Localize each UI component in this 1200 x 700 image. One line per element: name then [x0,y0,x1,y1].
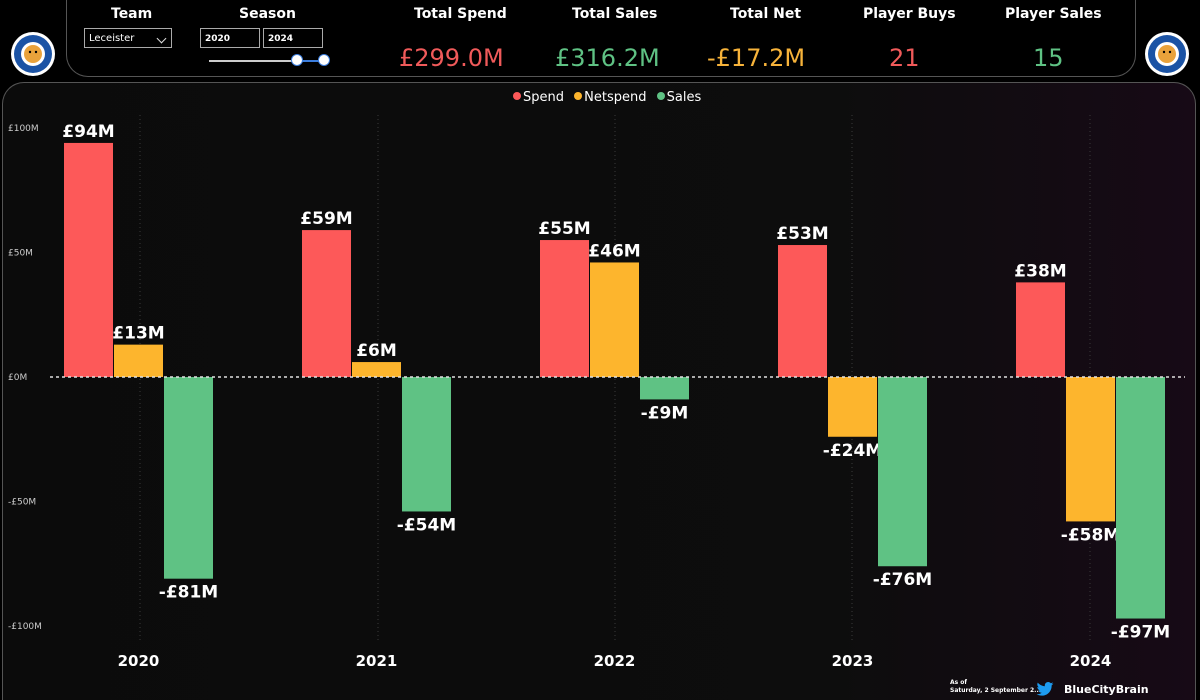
data-label: £55M [538,219,590,239]
y-tick-label: -£50M [8,498,36,508]
legend-item-spend[interactable]: Spend [513,90,564,105]
data-label: -£81M [159,583,218,603]
total-spend-value: £299.0M [399,44,504,72]
player-sales-label: Player Sales [1005,6,1102,22]
x-tick-label: 2020 [118,652,160,670]
bar-netspend [590,262,639,377]
as-of-text: As of Saturday, 2 September 2... [950,679,1041,695]
legend-dot-sales [656,92,665,100]
chart-legend: Spend Netspend Sales [513,90,707,105]
legend-label-netspend: Netspend [584,90,647,105]
legend-label-sales: Sales [666,90,702,105]
total-net-value: -£17.2M [707,44,806,72]
twitter-icon[interactable] [1036,682,1054,696]
bar-netspend [1066,377,1115,522]
total-sales-value: £316.2M [555,44,660,72]
data-label: £94M [62,122,114,142]
data-label: £13M [112,324,164,344]
bar-sales [878,377,927,567]
data-label: £53M [776,224,828,244]
legend-item-netspend[interactable]: Netspend [574,90,646,105]
player-sales-value: 15 [1033,44,1064,72]
bar-sales [402,377,451,512]
legend-label-spend: Spend [523,90,564,105]
legend-item-sales[interactable]: Sales [656,90,702,105]
total-sales-label: Total Sales [572,6,658,22]
bar-spend [540,240,589,377]
legend-dot-netspend [574,92,583,100]
x-tick-label: 2021 [356,652,398,670]
y-tick-label: £0M [8,373,27,383]
bar-netspend [352,362,401,377]
data-label: -£76M [873,570,932,590]
twitter-handle[interactable]: BlueCityBrain [1064,683,1149,696]
data-label: £6M [356,341,397,361]
x-tick-label: 2024 [1070,652,1112,670]
data-label: -£24M [823,441,882,461]
season-label: Season [239,6,296,22]
bar-netspend [828,377,877,437]
data-label: -£58M [1061,525,1120,545]
bar-sales [640,377,689,400]
x-tick-label: 2023 [832,652,874,670]
season-start-input[interactable]: 2020 [200,28,260,48]
data-label: £59M [300,209,352,229]
as-of-date: Saturday, 2 September 2... [950,687,1042,694]
season-slider-range [297,60,325,62]
season-slider-end-handle[interactable] [318,54,330,66]
bar-spend [64,142,113,377]
bar-spend [778,245,827,377]
player-buys-label: Player Buys [863,6,956,22]
team-dropdown-value: Leceister [89,33,135,44]
player-buys-value: 21 [889,44,920,72]
data-label: £46M [588,241,640,261]
y-tick-label: £100M [8,124,39,134]
team-dropdown[interactable]: Leceister [84,28,172,48]
header-panel: Team Leceister Season 2020 2024 Total Sp… [66,0,1136,77]
bar-spend [302,230,351,377]
as-of-label: As of [950,679,968,686]
data-label: -£97M [1111,623,1170,643]
data-label: -£9M [641,403,689,423]
team-label: Team [111,6,153,22]
club-crest-icon [11,32,55,76]
bar-sales [164,377,213,579]
total-spend-label: Total Spend [414,6,507,22]
season-end-input[interactable]: 2024 [263,28,323,48]
bar-spend [1016,282,1065,377]
total-net-label: Total Net [730,6,802,22]
season-slider-start-handle[interactable] [291,54,303,66]
bar-netspend [114,344,163,377]
y-tick-label: -£100M [8,622,42,632]
bar-sales [1116,377,1165,619]
legend-dot-spend [513,92,521,100]
club-crest-icon [1145,32,1189,76]
y-tick-label: £50M [8,249,33,259]
x-tick-label: 2022 [594,652,636,670]
season-slider-track[interactable] [209,60,329,62]
data-label: -£54M [397,515,456,535]
data-label: £38M [1014,261,1066,281]
